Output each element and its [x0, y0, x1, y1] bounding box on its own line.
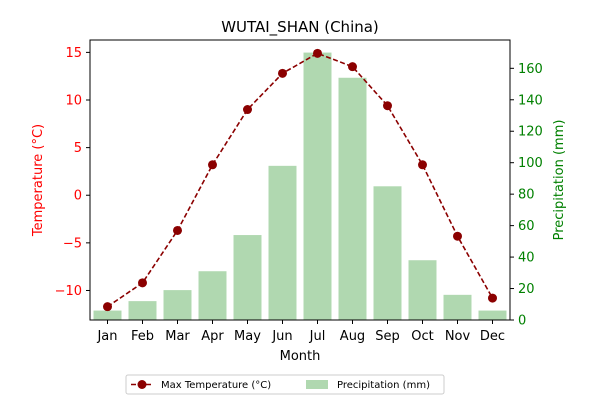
precip-bar-sep — [373, 186, 402, 320]
y-left-tick-label: 0 — [74, 189, 82, 204]
precip-bar-dec — [478, 310, 507, 320]
legend: Max Temperature (°C) Precipitation (mm) — [125, 374, 445, 395]
y-right-tick-label: 0 — [518, 314, 526, 329]
y-left-tick-label: 5 — [74, 141, 82, 156]
x-tick-label: Jan — [96, 329, 117, 344]
temp-point-sep — [383, 101, 392, 111]
legend-marker-swatch — [137, 380, 147, 389]
x-tick-label: Aug — [340, 329, 365, 344]
y-left-tick-label: 10 — [65, 94, 82, 109]
x-tick-label: Dec — [480, 329, 505, 344]
legend-box — [125, 374, 445, 395]
precipitation-bars — [93, 52, 507, 321]
y-right-tick-label: 80 — [518, 188, 535, 203]
precip-bar-feb — [128, 301, 157, 320]
temp-point-jan — [103, 302, 112, 312]
y-right-tick-label: 20 — [518, 282, 535, 297]
y-axis-left-label: Temperature (°C) — [31, 124, 46, 237]
chart-title: WUTAI_SHAN (China) — [221, 18, 379, 37]
y-left-tick-label: −5 — [63, 236, 82, 251]
y-right-tick-label: 140 — [518, 93, 543, 108]
precip-bar-jul — [303, 52, 332, 321]
legend-label-temperature: Max Temperature (°C) — [161, 380, 271, 391]
y-right-tick-label: 40 — [518, 251, 535, 266]
temp-point-aug — [348, 62, 357, 72]
x-tick-label: Jul — [309, 329, 326, 344]
y-axis-right-label: Precipitation (mm) — [552, 120, 567, 241]
y-right-tick-label: 120 — [518, 125, 543, 140]
plot-frame — [89, 39, 511, 321]
x-tick-label: May — [234, 329, 261, 344]
x-tick-label: Apr — [201, 329, 224, 344]
temp-point-nov — [453, 231, 462, 241]
x-tick-label: Feb — [131, 329, 154, 344]
temperature-line — [103, 48, 497, 312]
temp-point-jun — [278, 68, 287, 78]
x-tick-label: Nov — [445, 329, 471, 344]
precip-bar-oct — [408, 260, 437, 320]
precip-bar-may — [233, 235, 262, 320]
precip-bar-jun — [268, 165, 297, 320]
temperature-series-line — [107, 52, 494, 308]
x-axis: Jan Feb Mar Apr May Jun Jul Aug Sep Oct Nov Dec — [96, 320, 505, 344]
precip-bar-aug — [338, 77, 367, 320]
x-axis-label: Month — [280, 349, 321, 364]
precip-bar-mar — [163, 290, 192, 320]
temp-point-may — [243, 105, 252, 115]
y-right-tick-label: 60 — [518, 219, 535, 234]
precip-bar-apr — [198, 271, 227, 320]
y-axis-right: 0 20 40 60 80 100 120 140 160 — [510, 62, 543, 329]
y-axis-left: −10 −5 0 5 10 15 — [55, 46, 90, 299]
y-left-tick-label: −10 — [55, 284, 82, 299]
precip-bar-jan — [93, 310, 122, 320]
temp-point-oct — [418, 160, 427, 170]
temp-point-jul — [313, 48, 322, 58]
temp-point-feb — [138, 278, 147, 288]
legend-bar-swatch — [306, 380, 328, 389]
x-tick-label: Sep — [375, 329, 400, 344]
x-tick-label: Mar — [165, 329, 190, 344]
precip-bar-nov — [443, 294, 472, 320]
temp-point-apr — [208, 160, 217, 170]
y-left-tick-label: 15 — [65, 46, 82, 61]
y-right-tick-label: 100 — [518, 156, 543, 171]
temp-point-mar — [173, 225, 182, 235]
legend-label-precipitation: Precipitation (mm) — [337, 380, 430, 391]
x-tick-label: Jun — [271, 329, 292, 344]
y-right-tick-label: 160 — [518, 62, 543, 77]
temp-point-dec — [488, 293, 497, 303]
x-tick-label: Oct — [411, 329, 433, 344]
